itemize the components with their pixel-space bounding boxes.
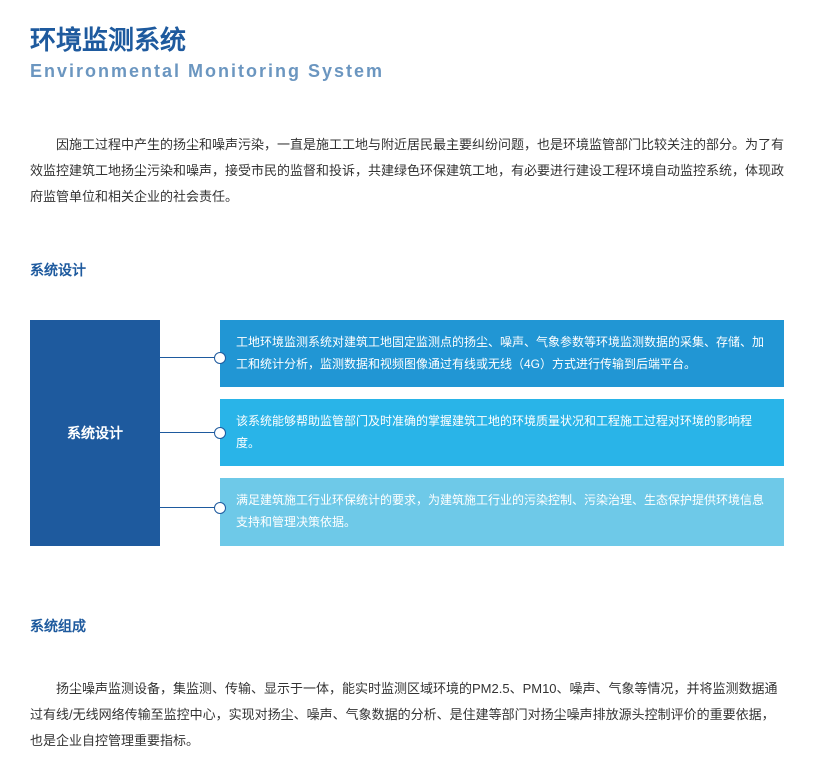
info-box-2: 该系统能够帮助监管部门及时准确的掌握建筑工地的环境质量状况和工程施工过程对环境的… bbox=[220, 399, 784, 466]
connector-line bbox=[160, 432, 220, 433]
composition-paragraph: 扬尘噪声监测设备，集监测、传输、显示于一体，能实时监测区域环境的PM2.5、PM… bbox=[30, 676, 784, 754]
info-box-3: 满足建筑施工行业环保统计的要求，为建筑施工行业的污染控制、污染治理、生态保护提供… bbox=[220, 478, 784, 545]
section-heading-composition: 系统组成 bbox=[30, 616, 784, 636]
page-title-cn: 环境监测系统 bbox=[30, 20, 784, 57]
connector-line bbox=[160, 357, 220, 358]
page-title-en: Environmental Monitoring System bbox=[30, 61, 784, 82]
intro-paragraph: 因施工过程中产生的扬尘和噪声污染，一直是施工工地与附近居民最主要纠纷问题，也是环… bbox=[30, 132, 784, 210]
diagram-center-label: 系统设计 bbox=[30, 320, 160, 546]
diagram-info-boxes: 工地环境监测系统对建筑工地固定监测点的扬尘、噪声、气象参数等环境监测数据的采集、… bbox=[220, 320, 784, 546]
connector-line bbox=[160, 507, 220, 508]
info-box-1: 工地环境监测系统对建筑工地固定监测点的扬尘、噪声、气象参数等环境监测数据的采集、… bbox=[220, 320, 784, 387]
system-design-diagram: 系统设计 工地环境监测系统对建筑工地固定监测点的扬尘、噪声、气象参数等环境监测数… bbox=[30, 320, 784, 546]
section-heading-design: 系统设计 bbox=[30, 260, 784, 280]
diagram-connectors bbox=[160, 320, 220, 546]
